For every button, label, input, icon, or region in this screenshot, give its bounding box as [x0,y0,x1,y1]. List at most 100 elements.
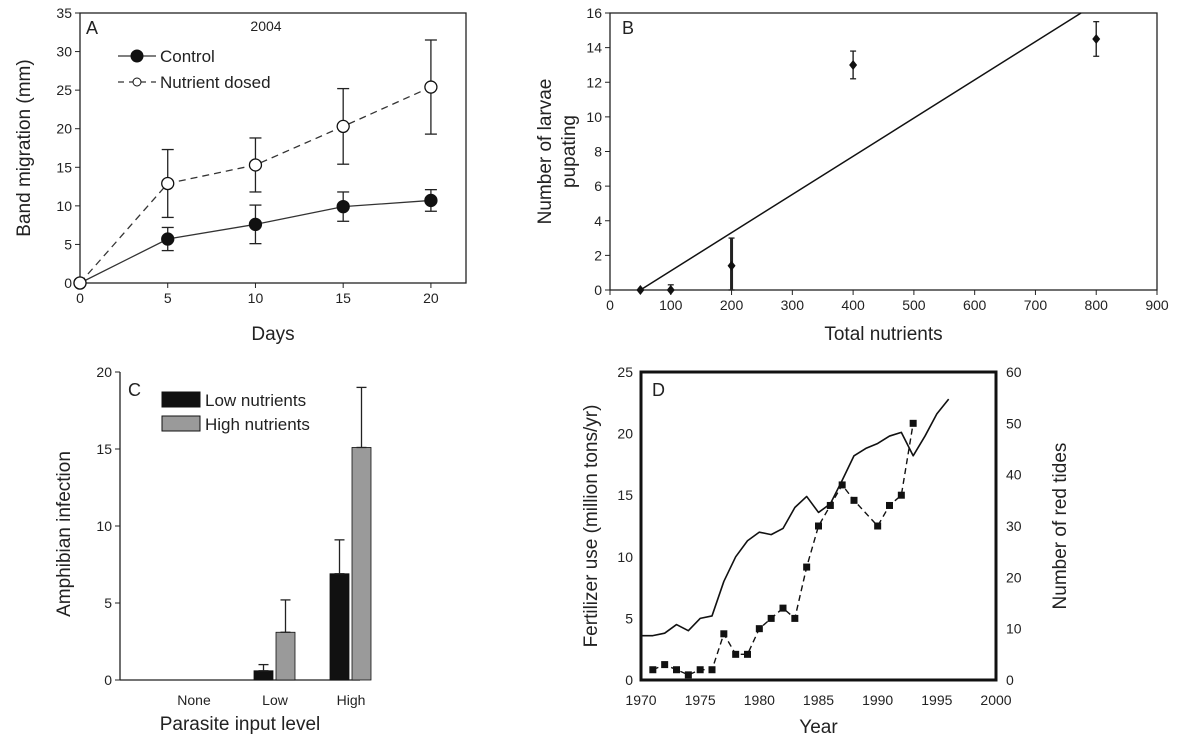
legend-marker-nutrient [132,77,142,87]
panel-label: A [86,18,98,38]
red-tides-point [850,496,858,504]
y-tick-label: 15 [56,159,72,175]
y-tick-label: 10 [96,518,112,534]
x-tick-label: 1980 [744,692,775,708]
x-tick-label: 1975 [685,692,716,708]
red-tides-point [744,650,751,658]
x-tick-label: 300 [781,297,805,313]
panel-label: C [128,380,141,400]
y-tick-label: 4 [594,213,602,229]
x-tick-label: 20 [423,290,439,306]
red-tides-point [886,501,893,509]
red-tides-point [649,666,657,674]
y-right-tick-label: 10 [1006,621,1022,637]
panel-d: 1970 1975 1980 1985 1990 1995 2000 0 5 10 15 20 25 0 1… [581,364,1071,736]
legend-label-high: High nutrients [205,415,310,434]
y-tick-label: 20 [96,364,112,380]
y-tick-label: 0 [594,282,602,298]
x-tick-label: 15 [335,290,351,306]
nutrient-point [336,119,350,134]
y-tick-label: 15 [617,487,633,503]
y-tick-label: 0 [625,672,633,688]
y-tick-label: 0 [64,275,72,291]
y-axis-label: Amphibian infection [54,451,75,617]
y-tick-label: 14 [586,40,602,56]
x-tick-label: 2000 [980,692,1011,708]
x-axis-label: Parasite input level [160,714,321,735]
red-tides-point [874,522,882,530]
nutrient-point [424,80,438,94]
control-point [424,193,438,208]
panel-label: D [652,380,665,400]
y-tick-label: 6 [594,178,602,194]
red-tides-point [684,671,692,679]
x-tick-label: 900 [1145,297,1169,313]
x-tick-label: Low [262,692,289,708]
red-tides-point [803,563,811,571]
nutrient-point [248,158,263,172]
x-tick-label: High [337,692,366,708]
y-right-tick-label: 0 [1006,672,1014,688]
chart-title: 2004 [250,18,281,34]
x-tick-label: 1995 [921,692,952,708]
control-point [161,232,175,246]
y-tick-label: 5 [104,595,112,611]
y-right-tick-label: 50 [1006,415,1022,431]
y-tick-label: 10 [56,198,72,214]
x-tick-label: 1985 [803,692,834,708]
x-tick-label: 5 [164,290,172,306]
plot-frame [79,12,467,284]
y-tick-label: 16 [586,5,602,21]
red-tides-point [779,604,787,612]
y-axis-label: Band migration (mm) [14,59,35,236]
y-tick-label: 5 [625,610,633,626]
legend-swatch-low [161,391,201,408]
y-right-tick-label: 30 [1006,518,1022,534]
x-tick-label: 0 [76,290,84,306]
red-tides-point [708,666,716,674]
red-tides-point [791,614,799,622]
x-axis-label: Year [799,717,838,736]
y-tick-label: 0 [104,672,112,688]
red-tides-point [909,419,917,427]
y-tick-label: 15 [96,441,112,457]
red-tides-point [661,661,669,669]
red-tides-point [767,614,775,622]
red-tides-point [826,501,834,509]
x-tick-label: 100 [659,297,683,313]
red-tides-line [652,423,914,676]
x-tick-label: 1970 [625,692,656,708]
x-axis-label: Days [251,324,294,345]
y-tick-label: 8 [594,144,602,160]
legend-label-nutrient: Nutrient dosed [160,73,271,92]
y-tick-label: 10 [586,109,602,125]
y-right-tick-label: 40 [1006,467,1022,483]
x-tick-label: 200 [720,297,744,313]
x-tick-label: 500 [902,297,926,313]
nutrient-point [161,176,175,191]
control-point [336,199,350,214]
data-point [727,260,736,271]
fertilizer-use-line [641,398,950,637]
legend-label-control: Control [160,47,215,66]
nutrient-point [73,276,87,290]
fit-line [639,12,1082,291]
y-tick-label: 12 [586,74,602,90]
bar-low-nutrients [253,670,274,681]
legend-marker-control [130,49,144,63]
red-tides-point [732,650,740,658]
plot-frame [609,12,1158,291]
x-tick-label: 600 [963,297,987,313]
y-tick-label: 2 [594,247,602,263]
bar-high-nutrients [351,447,372,681]
red-tides-point [838,481,846,489]
bar-high-nutrients [275,631,296,681]
x-tick-label: 0 [606,297,614,313]
x-axis-label: Total nutrients [824,324,942,345]
red-tides-point [720,630,728,638]
data-point [666,285,675,295]
y-tick-label: 20 [56,121,72,137]
bar-low-nutrients [329,573,350,681]
panel-c: 0 5 10 15 20 None Low High Parasite input level A… [54,364,372,735]
y-tick-label: 20 [617,426,633,442]
